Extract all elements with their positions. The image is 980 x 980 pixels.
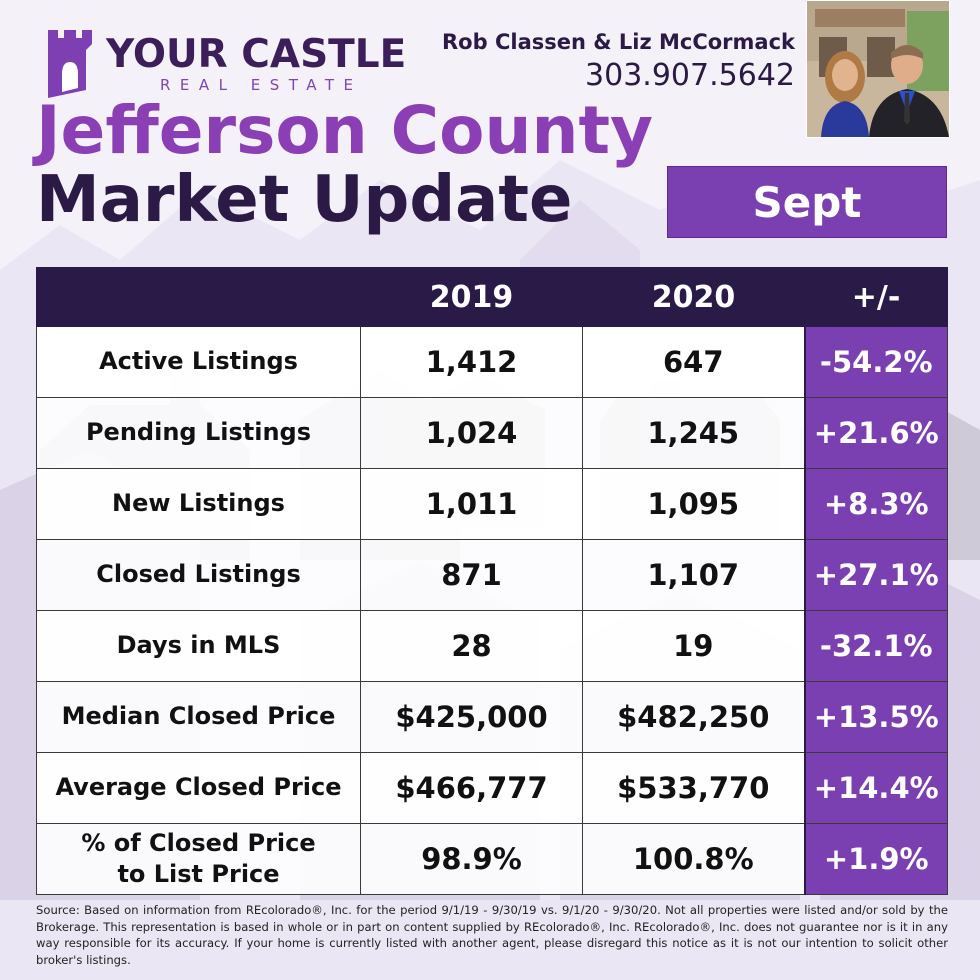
metric-label-line1: % of Closed Price	[81, 828, 316, 857]
table-row: Median Closed Price $425,000 $482,250 +1…	[36, 681, 948, 753]
brand-subtitle: REAL ESTATE	[160, 76, 363, 94]
month-badge: Sept	[667, 166, 947, 238]
metric-label: Active Listings	[36, 326, 361, 398]
value-change: +21.6%	[803, 397, 948, 469]
source-disclaimer: Source: Based on information from REcolo…	[36, 903, 948, 967]
agents-photo	[806, 0, 950, 138]
brand-name: YOUR CASTLE	[106, 32, 407, 77]
agent-names: Rob Classen & Liz McCormack	[442, 30, 795, 54]
table-row: Pending Listings 1,024 1,245 +21.6%	[36, 397, 948, 469]
value-change: +13.5%	[803, 681, 948, 753]
value-change: -54.2%	[803, 326, 948, 398]
value-2019: 28	[360, 610, 583, 682]
value-2019: 1,412	[360, 326, 583, 398]
castle-icon	[48, 30, 92, 98]
header-2020: 2020	[582, 267, 805, 327]
table-row: Average Closed Price $466,777 $533,770 +…	[36, 752, 948, 824]
value-change: +8.3%	[803, 468, 948, 540]
header-metric	[36, 267, 361, 327]
brand-logo: YOUR CASTLE REAL ESTATE	[46, 30, 416, 100]
phone-number: 303.907.5642	[585, 58, 795, 93]
value-2020: 1,095	[582, 468, 805, 540]
value-2019: 871	[360, 539, 583, 611]
value-2019: $425,000	[360, 681, 583, 753]
value-change: +27.1%	[803, 539, 948, 611]
value-2020: $482,250	[582, 681, 805, 753]
table-row: Active Listings 1,412 647 -54.2%	[36, 326, 948, 398]
metric-label: Pending Listings	[36, 397, 361, 469]
value-2020: 647	[582, 326, 805, 398]
metric-label: Median Closed Price	[36, 681, 361, 753]
metric-label: New Listings	[36, 468, 361, 540]
table-row: New Listings 1,011 1,095 +8.3%	[36, 468, 948, 540]
value-2019: 98.9%	[360, 823, 583, 895]
value-change: -32.1%	[803, 610, 948, 682]
value-2019: 1,024	[360, 397, 583, 469]
value-change: +14.4%	[803, 752, 948, 824]
metric-label: Closed Listings	[36, 539, 361, 611]
table-row: Closed Listings 871 1,107 +27.1%	[36, 539, 948, 611]
value-2020: 1,107	[582, 539, 805, 611]
header-change: +/-	[804, 267, 948, 327]
value-2020: 100.8%	[582, 823, 805, 895]
metric-label-line2: to List Price	[117, 860, 280, 888]
value-2019: $466,777	[360, 752, 583, 824]
table-row: % of Closed Price to List Price 98.9% 10…	[36, 823, 948, 895]
metric-label: % of Closed Price to List Price	[36, 823, 361, 895]
value-change: +1.9%	[803, 823, 948, 895]
table-header-row: 2019 2020 +/-	[36, 267, 948, 327]
metric-label: Average Closed Price	[36, 752, 361, 824]
value-2020: 19	[582, 610, 805, 682]
header-2019: 2019	[360, 267, 583, 327]
market-stats-table: 2019 2020 +/- Active Listings 1,412 647 …	[36, 267, 948, 895]
table-row: Days in MLS 28 19 -32.1%	[36, 610, 948, 682]
metric-label: Days in MLS	[36, 610, 361, 682]
value-2020: $533,770	[582, 752, 805, 824]
page-title-market-update: Market Update	[36, 163, 573, 237]
value-2019: 1,011	[360, 468, 583, 540]
page-title-county: Jefferson County	[36, 92, 654, 169]
value-2020: 1,245	[582, 397, 805, 469]
